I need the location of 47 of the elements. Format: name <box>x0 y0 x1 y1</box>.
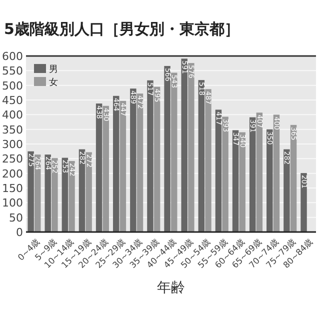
y-tick-label: 300 <box>2 138 23 151</box>
bar <box>181 58 188 232</box>
bar <box>86 152 92 232</box>
bar <box>284 149 290 232</box>
bar <box>198 80 205 232</box>
x-axis-title: 年齢 <box>157 280 185 296</box>
y-tick-label: 450 <box>2 94 23 107</box>
legend-label: 男 <box>49 64 58 75</box>
bar <box>215 110 222 232</box>
y-tick-label: 0 <box>16 226 23 239</box>
y-tick-label: 250 <box>2 152 23 166</box>
bar <box>147 80 154 232</box>
bar <box>249 117 256 232</box>
bar <box>232 130 239 232</box>
bar <box>273 114 280 232</box>
bar <box>28 151 34 232</box>
chart-title: 5歳階級別人口［男女別・東京都］ <box>4 20 240 38</box>
y-tick-label: 500 <box>2 79 23 92</box>
bar <box>188 63 194 232</box>
bar <box>256 112 263 232</box>
y-tick-label: 100 <box>2 196 23 210</box>
bar <box>205 89 212 232</box>
bar <box>171 72 178 232</box>
bar <box>300 173 307 232</box>
y-tick-label: 200 <box>2 167 23 180</box>
y-tick-label: 350 <box>2 123 23 136</box>
bar <box>96 104 102 232</box>
bar <box>68 161 75 232</box>
bar <box>164 66 170 232</box>
bar <box>120 100 126 232</box>
bar <box>266 129 273 232</box>
bar <box>130 88 136 232</box>
bar <box>222 116 228 232</box>
y-tick-label: 600 <box>2 50 23 63</box>
legend-label: 女 <box>49 77 58 88</box>
bar <box>102 106 109 232</box>
bar <box>136 94 144 232</box>
bar <box>154 86 160 232</box>
bar <box>34 154 41 232</box>
bar <box>290 124 297 232</box>
y-tick-label: 550 <box>2 64 23 78</box>
y-tick-label: 50 <box>9 211 23 224</box>
bar <box>113 96 120 232</box>
bar <box>239 132 246 232</box>
y-tick-label: 400 <box>2 108 23 122</box>
y-tick-label: 150 <box>2 182 23 195</box>
bar <box>52 158 58 232</box>
